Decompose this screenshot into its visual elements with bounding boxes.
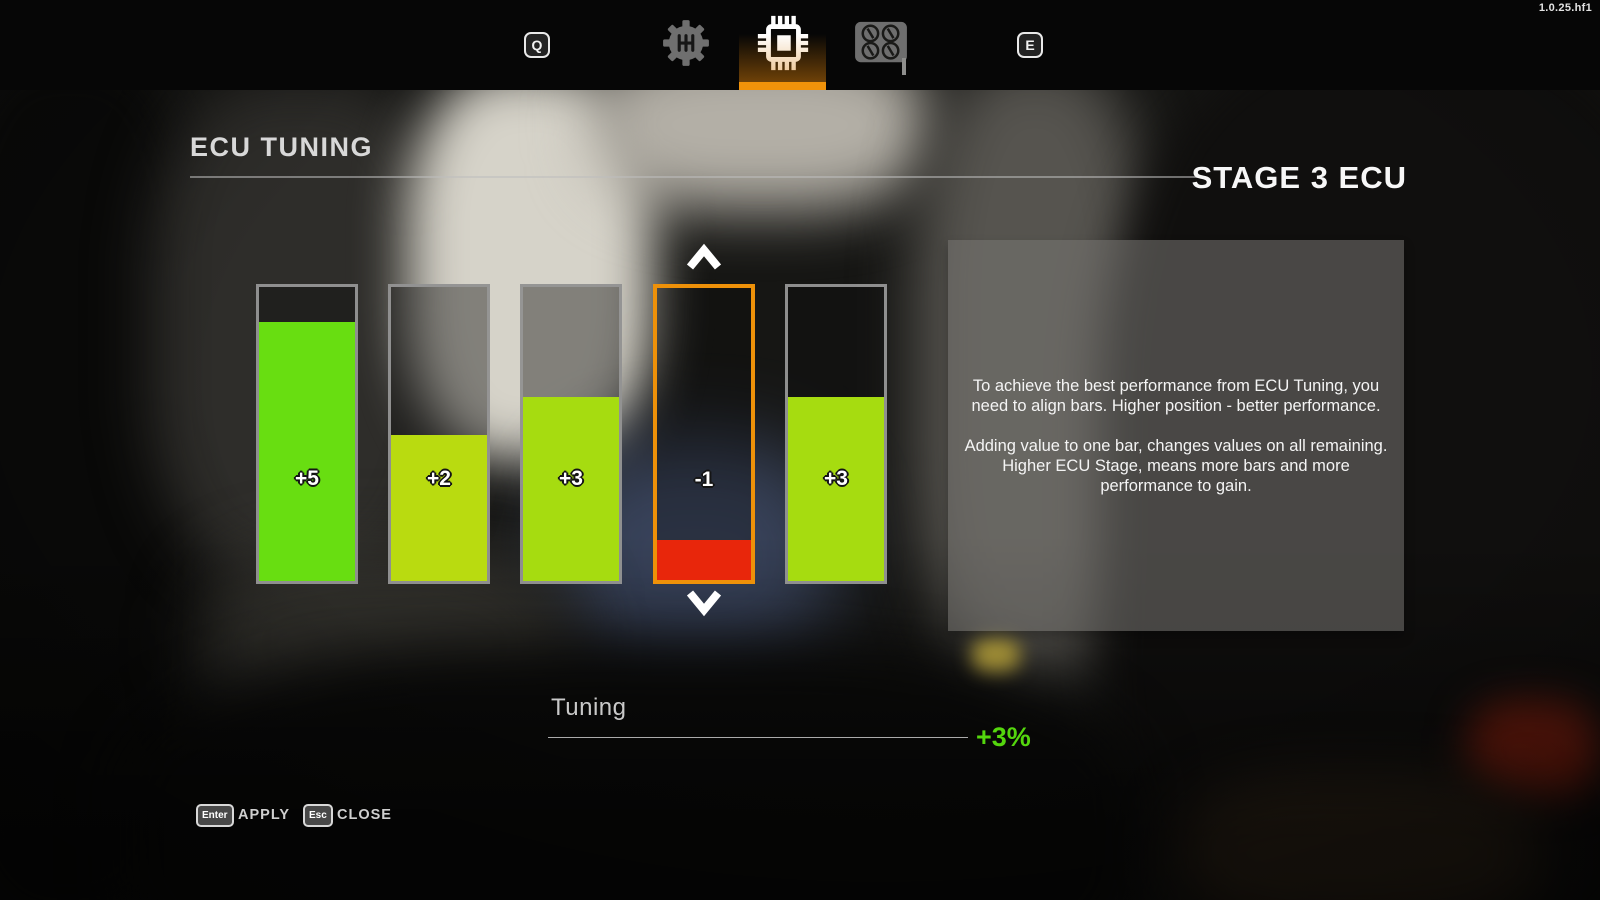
decrease-arrow-icon[interactable] xyxy=(684,588,724,618)
top-bar: 1.0.25.hf1 Q xyxy=(0,0,1600,90)
info-paragraph-2: Adding value to one bar, changes values … xyxy=(964,436,1388,495)
tab-ecu-glow xyxy=(739,34,826,82)
tuning-bar-5[interactable]: +3 xyxy=(785,284,887,584)
tuning-bar-3[interactable]: +3 xyxy=(520,284,622,584)
tuning-bar-4-selected[interactable]: -1 xyxy=(653,284,755,584)
key-hint-e-label: E xyxy=(1025,37,1035,53)
version-label: 1.0.25.hf1 xyxy=(1538,2,1592,14)
bar-fill xyxy=(788,397,884,581)
throttle-bodies-icon xyxy=(852,19,910,72)
increase-arrow-icon[interactable] xyxy=(684,242,724,272)
title-divider xyxy=(190,176,1206,178)
info-paragraph-1: To achieve the best performance from ECU… xyxy=(971,376,1381,415)
tab-ecu-active-underline xyxy=(739,82,826,90)
enter-key-badge: Enter xyxy=(196,804,234,827)
close-button[interactable]: CLOSE xyxy=(337,807,392,823)
info-panel: To achieve the best performance from ECU… xyxy=(948,240,1404,631)
page-title: ECU TUNING xyxy=(190,132,373,162)
bar-fill xyxy=(657,540,751,580)
tuning-total-divider xyxy=(548,737,968,738)
tuning-bar-1[interactable]: +5 xyxy=(256,284,358,584)
bar-value: +3 xyxy=(559,467,583,490)
key-hint-q-label: Q xyxy=(531,37,543,53)
bar-fill xyxy=(391,435,487,581)
bar-fill xyxy=(523,397,619,581)
stage-label: STAGE 3 ECU xyxy=(1191,160,1407,195)
bar-value: -1 xyxy=(694,468,714,491)
tab-throttle[interactable] xyxy=(845,0,917,90)
tab-ecu[interactable] xyxy=(739,0,826,90)
bar-value: +2 xyxy=(427,467,451,490)
tuning-total-value: +3% xyxy=(976,722,1031,752)
bar-value: +5 xyxy=(295,467,319,490)
throttle-marker-dash xyxy=(902,58,906,75)
key-hint-e: E xyxy=(1017,32,1043,58)
tuning-bar-2[interactable]: +2 xyxy=(388,284,490,584)
tuning-total-label: Tuning xyxy=(551,694,627,721)
bar-value: +3 xyxy=(824,467,848,490)
garage-background xyxy=(0,90,1600,900)
key-hint-q: Q xyxy=(524,32,550,58)
tab-gearbox[interactable] xyxy=(655,0,717,90)
esc-key-badge: Esc xyxy=(303,804,333,827)
apply-button[interactable]: APPLY xyxy=(238,807,291,823)
gearbox-gear-icon xyxy=(661,18,711,73)
bar-fill xyxy=(259,322,355,581)
